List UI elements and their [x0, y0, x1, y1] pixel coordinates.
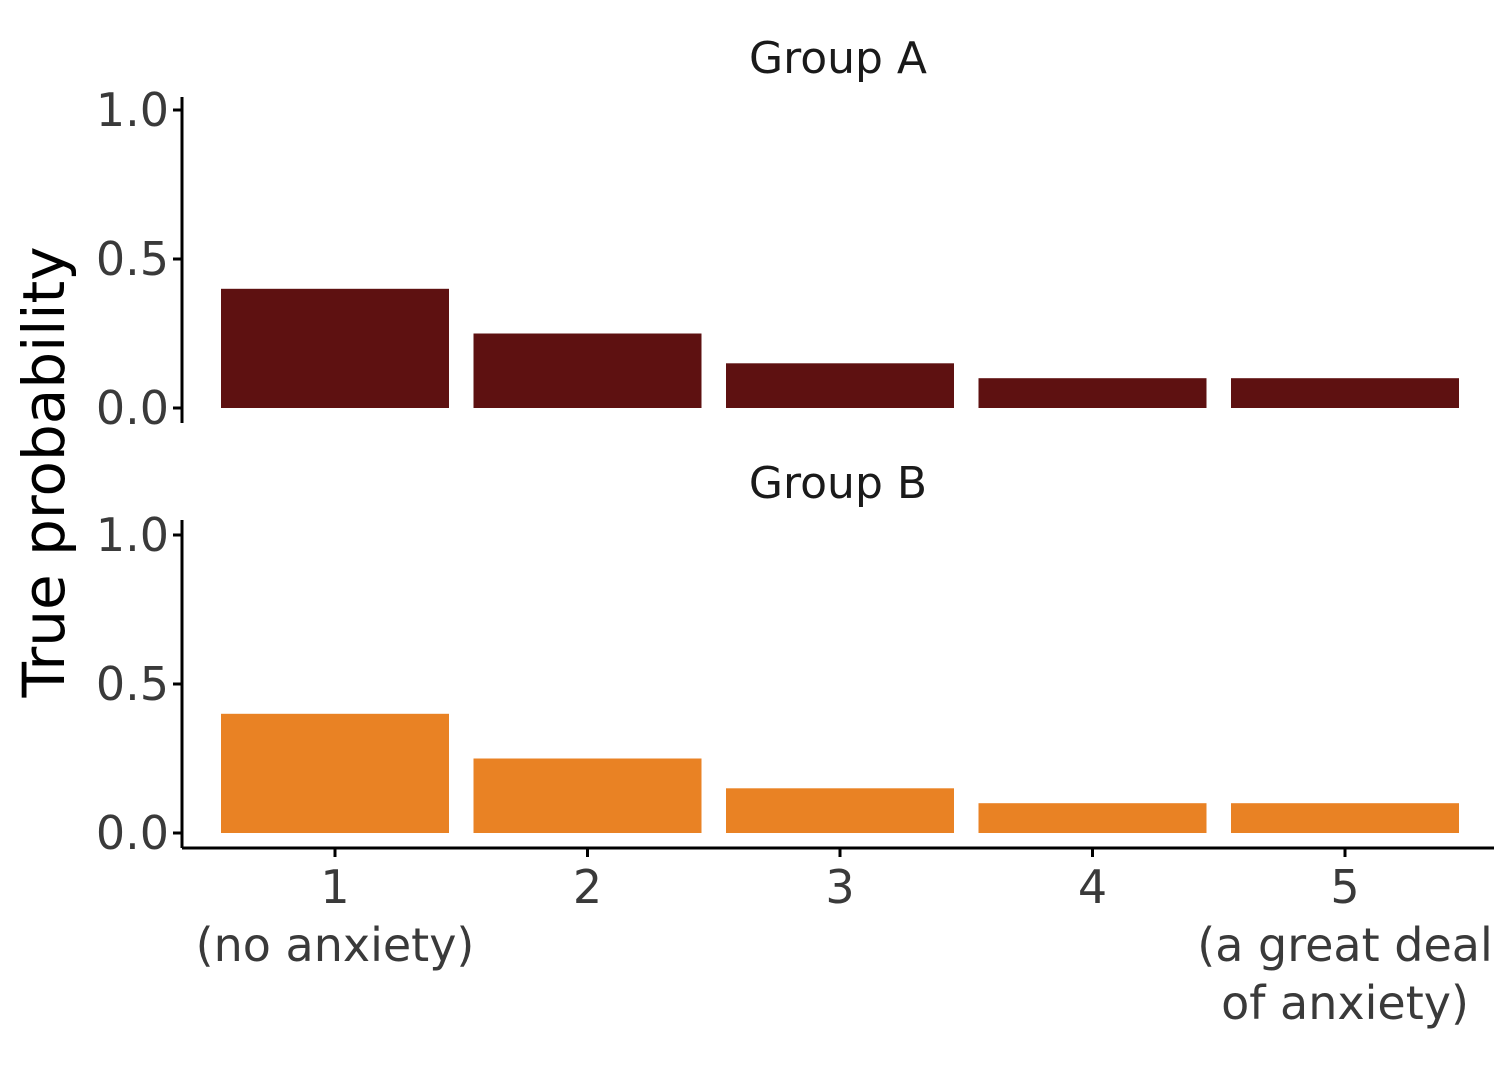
x-tick-label: 4 — [1078, 860, 1107, 914]
x-tick-label-line: 3 — [825, 860, 854, 914]
x-tick-label: 1 (no anxiety) — [196, 860, 475, 972]
x-tick-label-line: of anxiety) — [1221, 976, 1469, 1030]
bar-group-a-3 — [726, 363, 954, 408]
bar-group-b-2 — [473, 758, 702, 833]
facet-panels: Group A 0.0 0.5 1.0 Group B 0.0 0.5 1.0 — [96, 33, 1459, 860]
facet-panel: Group A 0.0 0.5 1.0 — [96, 33, 1459, 435]
y-tick-label: 0.0 — [96, 381, 169, 435]
y-tick-label: 0.5 — [96, 232, 169, 286]
bar-group-b-5 — [1231, 803, 1459, 833]
bar-group-a-1 — [221, 288, 449, 408]
y-tick-label: 1.0 — [96, 508, 169, 562]
x-tick-label: 5 (a great deal of anxiety) — [1197, 860, 1492, 1030]
bar-group-a-2 — [473, 333, 702, 408]
bar-group-a-5 — [1231, 378, 1459, 408]
x-tick-label: 3 — [825, 860, 854, 914]
facet-title: Group B — [749, 458, 927, 509]
x-axis: 1 (no anxiety) 2 3 4 5 (a great deal of anxiety… — [182, 846, 1494, 1030]
y-axis-title: True probability — [10, 246, 78, 698]
y-tick-label: 0.0 — [96, 806, 169, 860]
y-tick-label: 1.0 — [96, 83, 169, 137]
x-tick-label-line: 2 — [573, 860, 602, 914]
x-tick-label-line: (no anxiety) — [196, 918, 475, 972]
bar-group-b-3 — [726, 788, 954, 833]
x-tick-label-line: 1 — [320, 860, 349, 914]
bar-group-b-1 — [221, 713, 449, 833]
bar-group-a-4 — [978, 378, 1207, 408]
x-tick-label-line: 4 — [1078, 860, 1107, 914]
x-tick-label: 2 — [573, 860, 602, 914]
x-tick-label-line: (a great deal — [1197, 918, 1492, 972]
y-tick-label: 0.5 — [96, 657, 169, 711]
facet-panel: Group B 0.0 0.5 1.0 — [96, 458, 1459, 860]
bar-group-b-4 — [978, 803, 1207, 833]
x-tick-label-line: 5 — [1330, 860, 1359, 914]
facet-title: Group A — [749, 33, 927, 84]
